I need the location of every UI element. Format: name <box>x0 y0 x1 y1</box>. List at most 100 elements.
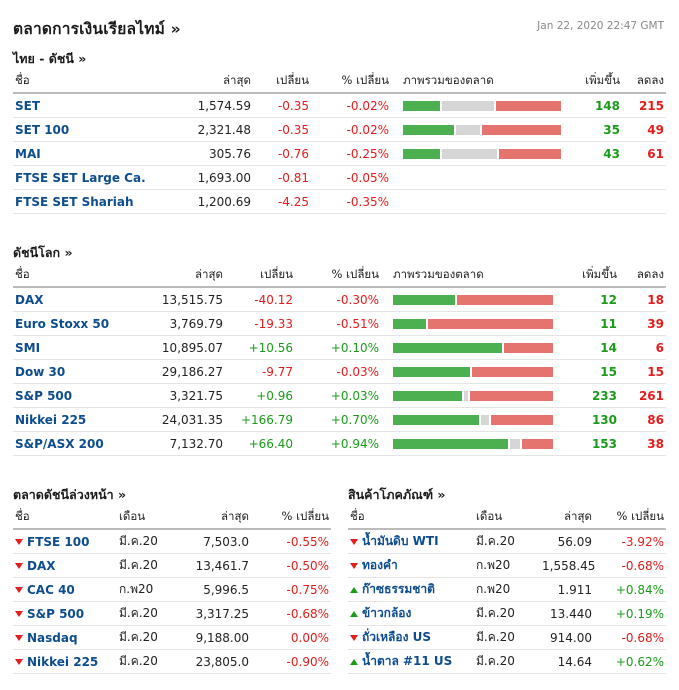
instrument-cell[interactable]: FTSE 100 <box>13 529 117 554</box>
change-value: -9.77 <box>225 359 295 384</box>
declining-segment <box>472 366 553 377</box>
instrument-name-link[interactable]: ทองคำ <box>362 558 398 572</box>
table-row[interactable]: SET 1,574.59 -0.35 -0.02% 148 215 <box>13 93 666 118</box>
index-name-link[interactable]: Euro Stoxx 50 <box>13 311 153 336</box>
declining-count: 61 <box>622 141 666 166</box>
market-breadth-cell <box>381 311 561 336</box>
table-row[interactable]: ข้าวกล้อง มี.ค.20 13.440 +0.19% <box>348 601 666 626</box>
market-breadth-cell <box>381 407 561 432</box>
arrow-down-icon <box>15 659 23 665</box>
instrument-cell[interactable]: ก๊าซธรรมชาติ <box>348 577 474 602</box>
table-row[interactable]: S&P/ASX 200 7,132.70 +66.40 +0.94% 153 38 <box>13 431 666 456</box>
index-name-link[interactable]: MAI <box>13 141 185 166</box>
pct-change-value: -0.30% <box>295 287 381 312</box>
page-title[interactable]: ตลาดการเงินเรียลไทม์ » <box>13 20 181 38</box>
arrow-up-icon <box>350 658 358 665</box>
table-row[interactable]: ถั่วเหลือง US มี.ค.20 914.00 -0.68% <box>348 625 666 650</box>
index-name-link[interactable]: Dow 30 <box>13 359 153 384</box>
timestamp: Jan 22, 2020 22:47 GMT <box>537 20 664 32</box>
col-last: ล่าสุด <box>185 70 253 94</box>
last-value: 24,031.35 <box>153 407 225 432</box>
table-row[interactable]: DAX มี.ค.20 13,461.7 -0.50% <box>13 553 331 578</box>
table-row[interactable]: DAX 13,515.75 -40.12 -0.30% 12 18 <box>13 287 666 312</box>
change-value: -0.35 <box>253 93 311 118</box>
change-value: +10.56 <box>225 335 295 360</box>
advancing-count: 11 <box>561 311 619 336</box>
market-breadth-cell <box>391 165 569 190</box>
instrument-name-link[interactable]: ก๊าซธรรมชาติ <box>362 582 435 596</box>
index-name-link[interactable]: SET <box>13 93 185 118</box>
declining-count <box>622 189 666 214</box>
instrument-cell[interactable]: CAC 40 <box>13 577 117 602</box>
world-indices-title[interactable]: ดัชนีโลก » <box>13 245 73 260</box>
table-row[interactable]: น้ำมันดิบ WTI มี.ค.20 56.09 -3.92% <box>348 529 666 554</box>
instrument-name-link[interactable]: DAX <box>27 558 56 573</box>
instrument-cell[interactable]: ถั่วเหลือง US <box>348 625 474 650</box>
instrument-name-link[interactable]: Nikkei 225 <box>27 654 99 669</box>
index-name-link[interactable]: S&P 500 <box>13 383 153 408</box>
declining-segment <box>521 438 553 449</box>
index-name-link[interactable]: Nikkei 225 <box>13 407 153 432</box>
index-name-link[interactable]: DAX <box>13 287 153 312</box>
table-row[interactable]: Nasdaq มี.ค.20 9,188.00 0.00% <box>13 625 331 650</box>
declining-count: 215 <box>622 93 666 118</box>
index-name-link[interactable]: FTSE SET Large Ca. <box>13 165 185 190</box>
table-row[interactable]: MAI 305.76 -0.76 -0.25% 43 61 <box>13 141 666 166</box>
instrument-cell[interactable]: ข้าวกล้อง <box>348 601 474 626</box>
pct-change-value: -0.51% <box>295 311 381 336</box>
advancing-count: 233 <box>561 383 619 408</box>
index-name-link[interactable]: FTSE SET Shariah <box>13 189 185 214</box>
futures-title[interactable]: ตลาดดัชนีล่วงหน้า » <box>13 487 127 502</box>
pct-change-value: +0.94% <box>295 431 381 456</box>
table-row[interactable]: ก๊าซธรรมชาติ ก.พ20 1.911 +0.84% <box>348 577 666 602</box>
table-row[interactable]: Dow 30 29,186.27 -9.77 -0.03% 15 15 <box>13 359 666 384</box>
instrument-name-link[interactable]: FTSE 100 <box>27 534 90 549</box>
instrument-name-link[interactable]: ถั่วเหลือง US <box>362 630 431 644</box>
instrument-cell[interactable]: S&P 500 <box>13 601 117 626</box>
index-name-link[interactable]: SET 100 <box>13 117 185 142</box>
table-row[interactable]: FTSE 100 มี.ค.20 7,503.0 -0.55% <box>13 529 331 554</box>
col-month: เดือน <box>474 506 540 530</box>
table-row[interactable]: FTSE SET Large Ca. 1,693.00 -0.81 -0.05% <box>13 165 666 190</box>
instrument-name-link[interactable]: CAC 40 <box>27 582 75 597</box>
thai-indices-title[interactable]: ไทย - ดัชนี » <box>13 51 87 66</box>
table-row[interactable]: S&P 500 3,321.75 +0.96 +0.03% 233 261 <box>13 383 666 408</box>
instrument-cell[interactable]: Nasdaq <box>13 625 117 650</box>
instrument-cell[interactable]: Nikkei 225 <box>13 649 117 674</box>
commodities-title[interactable]: สินค้าโภคภัณฑ์ » <box>348 487 446 502</box>
table-row[interactable]: Nikkei 225 24,031.35 +166.79 +0.70% 130 86 <box>13 407 666 432</box>
instrument-cell[interactable]: DAX <box>13 553 117 578</box>
instrument-cell[interactable]: น้ำมันดิบ WTI <box>348 529 474 554</box>
pct-change-value: -0.05% <box>311 165 391 190</box>
table-row[interactable]: Euro Stoxx 50 3,769.79 -19.33 -0.51% 11 39 <box>13 311 666 336</box>
advancing-segment <box>393 342 503 353</box>
table-row[interactable]: SMI 10,895.07 +10.56 +0.10% 14 6 <box>13 335 666 360</box>
pct-change-value: -0.02% <box>311 117 391 142</box>
table-row[interactable]: น้ำตาล #11 US มี.ค.20 14.64 +0.62% <box>348 649 666 674</box>
col-pct-change: % เปลี่ยน <box>594 506 666 530</box>
instrument-name-link[interactable]: Nasdaq <box>27 630 78 645</box>
table-row[interactable]: CAC 40 ก.พ20 5,996.5 -0.75% <box>13 577 331 602</box>
declining-count: 39 <box>619 311 666 336</box>
instrument-name-link[interactable]: S&P 500 <box>27 606 85 621</box>
arrow-up-icon <box>350 610 358 617</box>
table-row[interactable]: Nikkei 225 มี.ค.20 23,805.0 -0.90% <box>13 649 331 674</box>
instrument-cell[interactable]: ทองคำ <box>348 553 474 578</box>
col-pct-change: % เปลี่ยน <box>251 506 331 530</box>
instrument-name-link[interactable]: น้ำมันดิบ WTI <box>362 534 439 548</box>
instrument-cell[interactable]: น้ำตาล #11 US <box>348 649 474 674</box>
arrow-down-icon <box>350 634 358 641</box>
advancing-segment <box>403 124 454 135</box>
index-name-link[interactable]: SMI <box>13 335 153 360</box>
table-row[interactable]: SET 100 2,321.48 -0.35 -0.02% 35 49 <box>13 117 666 142</box>
declining-segment <box>504 342 553 353</box>
arrow-down-icon <box>15 539 23 545</box>
instrument-name-link[interactable]: น้ำตาล #11 US <box>362 654 453 668</box>
table-row[interactable]: S&P 500 มี.ค.20 3,317.25 -0.68% <box>13 601 331 626</box>
table-row[interactable]: FTSE SET Shariah 1,200.69 -4.25 -0.35% <box>13 189 666 214</box>
futures-table: ชื่อ เดือน ล่าสุด % เปลี่ยน FTSE 100 มี.ค… <box>13 506 331 674</box>
index-name-link[interactable]: S&P/ASX 200 <box>13 431 153 456</box>
instrument-name-link[interactable]: ข้าวกล้อง <box>362 606 412 620</box>
table-row[interactable]: ทองคำ ก.พ20 1,558.45 -0.68% <box>348 553 666 578</box>
col-change: เปลี่ยน <box>225 264 295 288</box>
